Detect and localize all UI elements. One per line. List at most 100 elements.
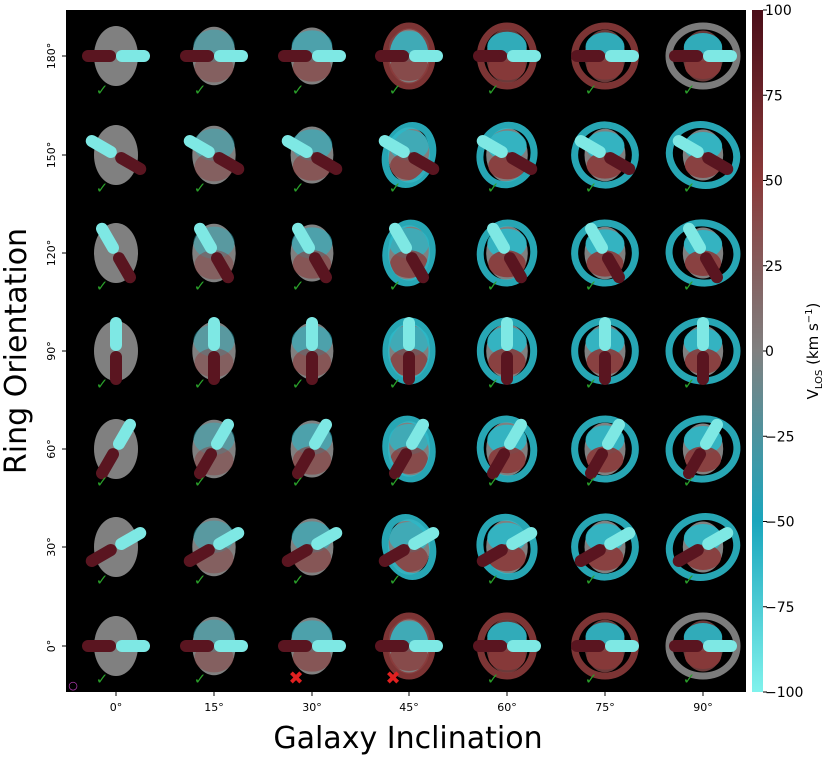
panel-r90-i15 (192, 317, 236, 385)
panel-r60-i45 (382, 415, 436, 483)
check-mark: ✓ (96, 81, 109, 99)
check-mark: ✓ (585, 375, 598, 393)
ring-bar (574, 135, 636, 175)
ring-bar-blue (699, 418, 723, 450)
check-mark: ✓ (292, 179, 305, 197)
ring-bar-red (503, 252, 527, 284)
ring-bar-blue (112, 418, 136, 450)
cross-mark: ✖ (385, 668, 400, 689)
ring-bar-red (669, 640, 703, 652)
ring-bar (194, 418, 234, 480)
check-mark: ✓ (389, 81, 402, 99)
ring-bar-blue (585, 222, 608, 254)
ring-bar (378, 135, 440, 176)
y-axis-title: Ring Orientation (0, 228, 34, 474)
ring-bar-blue (703, 50, 737, 62)
ring-bar-blue (110, 317, 122, 351)
panel-r30-i75 (571, 513, 639, 581)
ring-bar (208, 317, 220, 385)
panel-r120-i45 (382, 219, 436, 287)
x-tick-label: 60° (497, 701, 517, 714)
ring-bar-red (183, 544, 215, 567)
ring-bar-red (180, 640, 214, 652)
ring-bar-red (501, 351, 513, 385)
ring-bar-red (389, 448, 412, 480)
panel-r180-i60 (473, 22, 541, 90)
ring-bar-red (211, 252, 234, 284)
ring-bar (683, 222, 723, 284)
ring-bar (281, 135, 343, 176)
ring-bar-blue (605, 50, 639, 62)
panel-r120-i75 (571, 219, 639, 287)
check-mark: ✓ (194, 277, 207, 295)
panel-r0-i15 (180, 616, 248, 676)
ring-bar-red (672, 544, 704, 567)
check-mark: ✓ (292, 375, 305, 393)
check-mark: ✓ (683, 473, 696, 491)
cb-tick-label: 25 (765, 259, 783, 275)
polar-ring (476, 415, 538, 483)
ring-bar (180, 640, 248, 652)
status-marks: ✓ ✓ ✖ ✖ ✓ ✓ ✓ ✓ ✓ ✓ ✓ ✓ ✓ ✓ ✓ ✓ ✓ ✓ ✓ ✓ ✓ ✓ ✓ ✓ ✓ ✓ ✓ ✓ ✓ ✓ ✓ ✓ ✓ ✓ ✓ ✓ ✓ ✓ ✓ ✓… (96, 81, 696, 689)
panel-r0-i75 (571, 612, 639, 680)
x-tick-label: 90° (693, 701, 713, 714)
panel-r180-i0 (82, 26, 150, 86)
ring-bar (306, 317, 318, 385)
ring-bar-blue (409, 640, 443, 652)
cb-tick-label: 100 (765, 3, 792, 19)
ring-bar-blue (506, 527, 538, 550)
check-mark: ✓ (585, 277, 598, 295)
colorbar-ticks: 100 75 50 25 0 −25 −50 −75 −100 (763, 3, 803, 701)
panel-r150-i30 (281, 126, 343, 184)
y-tick-label: 120° (45, 240, 58, 267)
ring-bar-red (604, 152, 636, 175)
panel-r0-i90 (665, 612, 741, 680)
x-tick-label: 0° (110, 701, 123, 714)
ring-bar-red (281, 544, 313, 567)
cb-tick-label: 50 (765, 174, 783, 190)
check-mark: ✓ (194, 670, 207, 688)
colorbar (752, 10, 763, 692)
check-mark: ✓ (683, 179, 696, 197)
ring-bar (486, 222, 527, 284)
ring-bar (585, 222, 625, 284)
ring-bar (375, 50, 443, 62)
panel-r30-i90 (665, 513, 741, 581)
check-mark: ✓ (683, 670, 696, 688)
check-mark: ✓ (292, 571, 305, 589)
cb-label-exp: −1 (804, 308, 815, 323)
ring-bar-blue (194, 222, 217, 254)
panel-r120-i90 (665, 219, 741, 287)
panel-r60-i30 (290, 418, 334, 480)
ring-bar (85, 135, 147, 176)
ring-bar (501, 317, 513, 385)
ring-bar-red (278, 640, 312, 652)
check-mark: ✓ (389, 473, 402, 491)
ring-bar (669, 50, 737, 62)
check-mark: ✓ (194, 473, 207, 491)
ring-bar (183, 527, 245, 567)
panel-r30-i30 (281, 518, 343, 576)
ring-bar-red (82, 640, 116, 652)
ring-bar (571, 50, 639, 62)
check-mark: ✓ (96, 473, 109, 491)
ring-bar-blue (408, 527, 440, 550)
panel-grid (82, 22, 741, 680)
panel-r90-i60 (476, 317, 538, 385)
check-mark: ✓ (585, 81, 598, 99)
ring-bar-red (476, 544, 508, 567)
ring-bar-blue (697, 317, 709, 351)
panel-r120-i30 (290, 222, 334, 284)
ring-bar (278, 50, 346, 62)
ring-bar-red (115, 152, 147, 176)
ring-bar (487, 418, 527, 480)
panel-r60-i0 (94, 418, 138, 480)
panel-r90-i30 (290, 317, 334, 385)
ring-bar-blue (183, 135, 215, 158)
ring-bar-blue (309, 418, 332, 450)
ring-bar-red (194, 448, 217, 480)
ring-bar-red (112, 252, 136, 284)
panel-r60-i75 (571, 415, 639, 483)
panel-r180-i90 (665, 22, 741, 90)
ring-bar-red (378, 544, 410, 567)
